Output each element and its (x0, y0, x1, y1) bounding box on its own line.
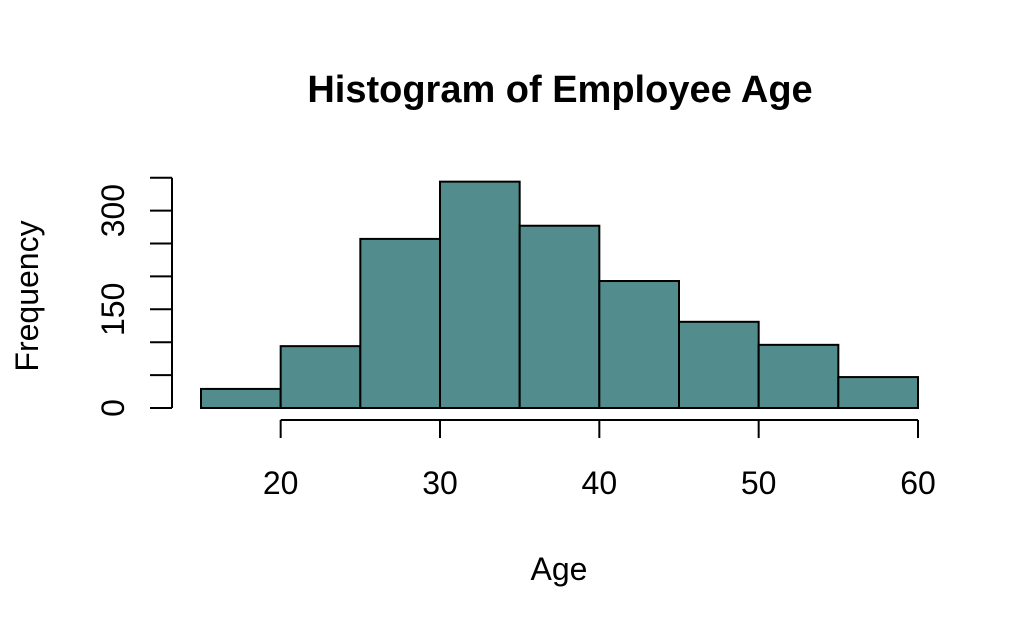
histogram-bar-1 (200, 387, 282, 410)
y-tick-label-0: 0 (95, 399, 131, 417)
x-tick-label-40: 40 (582, 465, 618, 501)
y-axis-label: Frequency (9, 220, 45, 371)
histogram-bar-9 (837, 376, 919, 409)
x-tick-label-50: 50 (741, 465, 777, 501)
histogram-bar-2 (279, 345, 362, 409)
histogram-bar-4 (439, 180, 521, 409)
x-axis-label: Age (531, 551, 588, 587)
histogram-bar-7 (678, 320, 760, 409)
bars-group (200, 180, 919, 410)
histogram-bar-3 (359, 237, 442, 409)
y-tick-label-300: 300 (95, 184, 131, 237)
x-tick-label-30: 30 (422, 465, 458, 501)
x-axis: 20 30 40 50 60 (263, 419, 936, 501)
histogram-bar-6 (598, 280, 680, 409)
histogram-bar-5 (518, 224, 601, 409)
x-tick-label-60: 60 (900, 465, 936, 501)
y-tick-label-150: 150 (95, 283, 131, 336)
x-tick-label-20: 20 (263, 465, 299, 501)
histogram-bar-8 (757, 343, 840, 409)
chart-title: Histogram of Employee Age (307, 69, 812, 111)
y-axis: 0 150 300 (95, 176, 173, 417)
